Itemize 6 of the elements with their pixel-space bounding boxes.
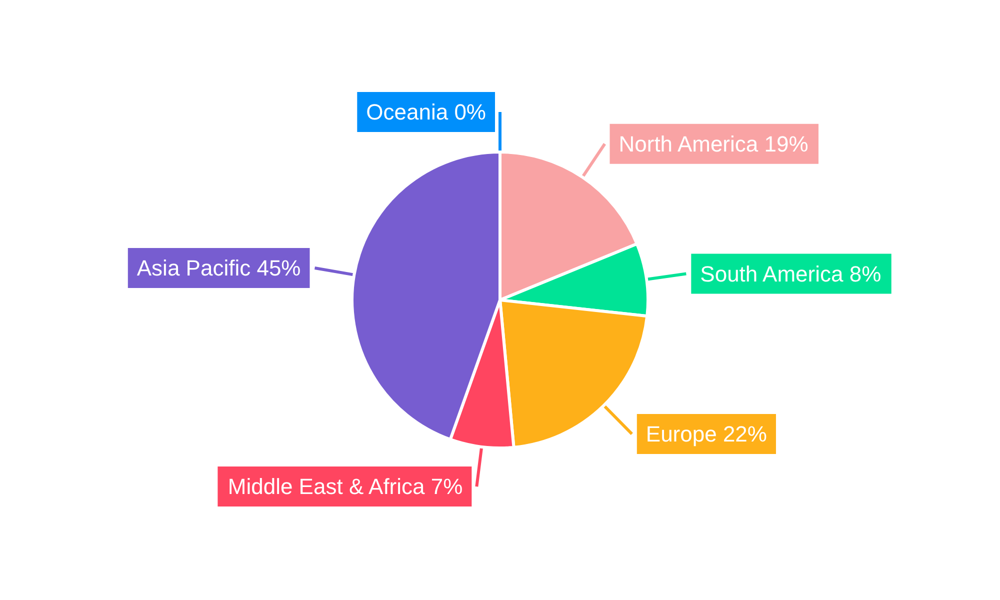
slice-label: Middle East & Africa 7%: [228, 474, 463, 500]
slice-label: Europe 22%: [646, 421, 767, 446]
slice-label: South America 8%: [700, 261, 882, 286]
category-label: Oceania 0%: [366, 100, 486, 124]
slice-label: North America 19%: [618, 131, 808, 156]
slice-label: Asia Pacific 45%: [136, 255, 301, 280]
